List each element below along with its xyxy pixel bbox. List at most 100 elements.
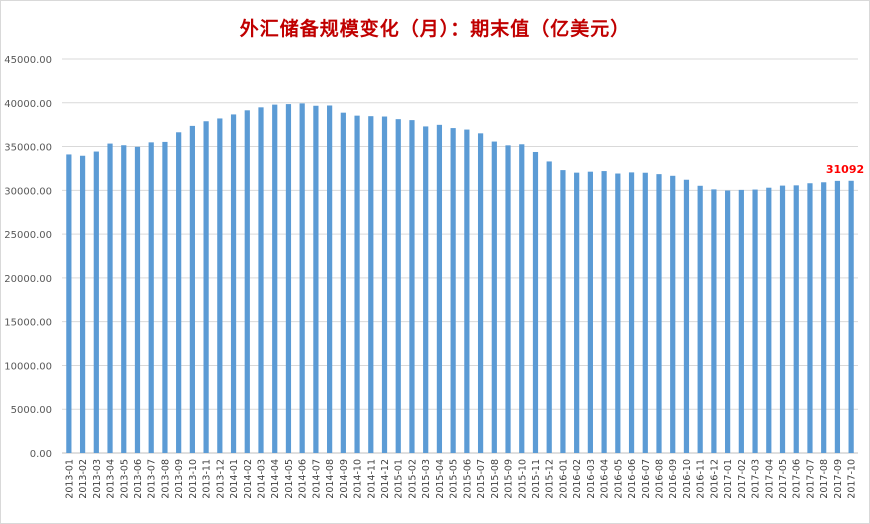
x-tick-label: 2015-03 — [421, 459, 432, 499]
x-tick-label: 2017-01 — [723, 459, 734, 499]
bar — [354, 115, 360, 454]
x-tick-label: 2013-10 — [188, 459, 199, 499]
x-tick-label: 2016-12 — [709, 459, 720, 499]
bar — [834, 180, 841, 454]
bar — [766, 187, 772, 453]
x-tick-label: 2015-04 — [435, 459, 446, 499]
bar — [340, 112, 346, 453]
bar — [752, 189, 758, 453]
bar — [505, 145, 511, 453]
bar — [725, 190, 731, 454]
x-tick-label: 2015-07 — [476, 459, 487, 499]
bar — [285, 104, 292, 453]
x-tick-label: 2017-06 — [792, 459, 803, 499]
x-tick-label: 2014-11 — [366, 459, 377, 499]
x-tick-label: 2013-01 — [64, 459, 75, 499]
annotations: 31092 — [826, 163, 864, 176]
x-tick-label: 2015-02 — [407, 459, 418, 499]
x-tick-label: 2015-06 — [462, 459, 473, 499]
bar — [368, 116, 374, 454]
x-tick-label: 2014-02 — [243, 459, 254, 499]
x-tick-label: 2016-06 — [627, 459, 638, 499]
x-tick-label: 2014-07 — [311, 459, 322, 499]
x-tick-label: 2017-08 — [819, 459, 830, 499]
bar — [848, 180, 854, 453]
x-tick-label: 2014-05 — [284, 459, 295, 499]
y-tick-label: 20000.00 — [4, 274, 52, 285]
x-tick-label: 2013-06 — [133, 459, 144, 499]
x-tick-label: 2014-01 — [229, 459, 240, 499]
bar — [121, 145, 127, 453]
y-tick-label: 25000.00 — [4, 230, 52, 241]
bar — [807, 183, 813, 453]
bar — [299, 103, 305, 454]
x-tick-label: 2015-08 — [490, 459, 501, 499]
bar — [491, 141, 497, 454]
x-tick-label: 2016-11 — [696, 459, 707, 499]
bar — [203, 121, 209, 453]
x-tick-label: 2016-10 — [682, 459, 693, 499]
bar — [272, 104, 278, 453]
x-tick-label: 2014-04 — [270, 459, 281, 499]
x-tick-label: 2015-12 — [545, 459, 556, 499]
x-tick-label: 2016-05 — [613, 459, 624, 499]
x-tick-label: 2015-10 — [517, 459, 528, 499]
bar — [423, 126, 429, 453]
bars — [66, 103, 854, 454]
x-tick-label: 2014-06 — [298, 459, 309, 499]
chart-title: 外汇储备规模变化（月）：期末值（亿美元） — [239, 18, 631, 40]
bar — [738, 189, 744, 453]
bar — [107, 143, 113, 453]
y-axis-tick-labels: 0.00 5000.00 10000.00 15000.00 20000.00 25000… — [4, 55, 52, 460]
x-tick-label: 2016-02 — [572, 459, 583, 499]
bar — [519, 144, 525, 453]
y-tick-label: 0.00 — [30, 449, 52, 460]
y-tick-label: 30000.00 — [4, 186, 52, 197]
data-label-latest: 31092 — [826, 163, 864, 176]
x-tick-label: 2016-07 — [641, 459, 652, 499]
bar — [66, 154, 72, 454]
bar — [628, 172, 635, 453]
bar — [381, 116, 388, 454]
bar — [79, 155, 86, 453]
x-tick-label: 2016-01 — [558, 459, 569, 499]
bar — [560, 170, 566, 453]
x-tick-label: 2013-04 — [106, 459, 117, 499]
x-axis-tick-labels: 2013-01 2013-02 2013-03 2013-04 2013-05 2013-… — [64, 459, 857, 499]
bar — [244, 110, 250, 453]
bar — [148, 142, 154, 453]
bar — [93, 151, 99, 454]
bar — [683, 179, 690, 453]
x-tick-label: 2015-09 — [504, 459, 515, 499]
x-tick-label: 2013-05 — [119, 459, 130, 499]
x-tick-label: 2017-07 — [805, 459, 816, 499]
x-tick-label: 2017-04 — [764, 459, 775, 499]
x-tick-label: 2017-05 — [778, 459, 789, 499]
bar — [313, 105, 319, 453]
bar — [464, 129, 470, 454]
y-tick-label: 35000.00 — [4, 143, 52, 154]
x-tick-label: 2017-03 — [751, 459, 762, 499]
x-tick-label: 2013-08 — [160, 459, 171, 499]
x-tick-label: 2013-12 — [215, 459, 226, 499]
x-tick-label: 2015-05 — [449, 459, 460, 499]
bar — [327, 105, 333, 453]
x-tick-label: 2016-09 — [668, 459, 679, 499]
bar — [697, 185, 703, 453]
x-tick-label: 2014-08 — [325, 459, 336, 499]
x-tick-label: 2016-08 — [655, 459, 666, 499]
bar — [615, 173, 621, 454]
x-tick-label: 2017-02 — [737, 459, 748, 499]
y-tick-label: 15000.00 — [4, 318, 52, 329]
bar — [656, 174, 662, 453]
bar — [477, 133, 484, 454]
y-tick-label: 45000.00 — [4, 55, 52, 66]
bar — [711, 189, 717, 453]
gridlines — [62, 58, 858, 454]
x-tick-label: 2013-09 — [174, 459, 185, 499]
bar — [176, 132, 182, 453]
bar — [587, 171, 593, 453]
bar — [546, 161, 552, 453]
